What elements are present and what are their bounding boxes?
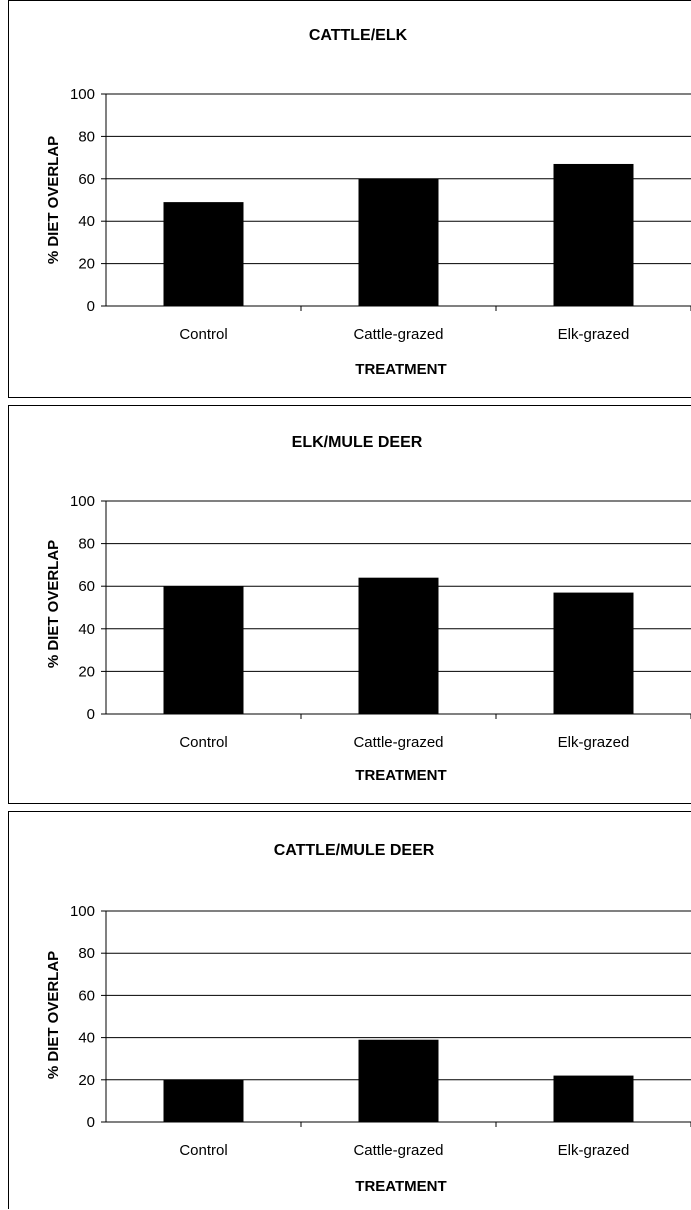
chart-title: ELK/MULE DEER <box>292 434 423 451</box>
y-tick-label: 60 <box>78 171 95 188</box>
y-tick-label: 40 <box>78 1030 95 1047</box>
y-tick-label: 80 <box>78 536 95 553</box>
x-tick-label: Cattle-grazed <box>353 1142 443 1159</box>
y-tick-label: 0 <box>87 1114 95 1131</box>
y-tick-label: 60 <box>78 987 95 1004</box>
y-axis-label: % DIET OVERLAP <box>45 540 62 668</box>
x-tick-label: Elk-grazed <box>558 1142 630 1159</box>
bar-control <box>163 202 244 306</box>
bar-cattle-grazed <box>358 178 439 306</box>
chart-panel-cattle-mule-deer: CATTLE/MULE DEER 0 20 40 60 80 100 Control Catt… <box>8 811 691 1209</box>
y-tick-label: 40 <box>78 213 95 230</box>
bar-elk-grazed <box>553 592 634 714</box>
bar-control <box>163 1079 244 1122</box>
y-tick-label: 0 <box>87 706 95 723</box>
y-tick-label: 80 <box>78 945 95 962</box>
x-tick-label: Elk-grazed <box>558 326 630 343</box>
chart-title: CATTLE/ELK <box>309 27 408 44</box>
bar-cattle-grazed <box>358 1039 439 1122</box>
bar-elk-grazed <box>553 1075 634 1122</box>
chart-title: CATTLE/MULE DEER <box>274 842 435 859</box>
y-tick-label: 100 <box>70 903 95 920</box>
x-tick-label: Elk-grazed <box>558 734 630 751</box>
x-tick-label: Cattle-grazed <box>353 734 443 751</box>
bar-elk-grazed <box>553 163 634 306</box>
y-tick-label: 60 <box>78 578 95 595</box>
chart-panel-elk-mule-deer: ELK/MULE DEER 0 20 40 60 80 100 Control Cattle-… <box>8 405 691 804</box>
y-tick-label: 20 <box>78 256 95 273</box>
x-tick-label: Cattle-grazed <box>353 326 443 343</box>
y-tick-label: 20 <box>78 1072 95 1089</box>
y-tick-label: 20 <box>78 663 95 680</box>
y-axis-label: % DIET OVERLAP <box>45 951 62 1079</box>
y-tick-label: 40 <box>78 621 95 638</box>
chart-elk-mule-deer: ELK/MULE DEER 0 20 40 60 80 100 Control Cattle-… <box>45 434 691 784</box>
x-tick-label: Control <box>179 734 227 751</box>
x-tick-label: Control <box>179 1142 227 1159</box>
x-axis-label: TREATMENT <box>355 767 446 784</box>
chart-cattle-mule-deer: CATTLE/MULE DEER 0 20 40 60 80 100 Control Catt… <box>45 842 691 1195</box>
chart-panel-cattle-elk: CATTLE/ELK 0 20 40 60 80 100 Control Cattle-gra… <box>8 0 691 398</box>
bar-control <box>163 586 244 714</box>
y-tick-label: 0 <box>87 298 95 315</box>
chart-cattle-elk: CATTLE/ELK 0 20 40 60 80 100 Control Cattle-gra… <box>45 27 691 378</box>
y-tick-label: 100 <box>70 493 95 510</box>
x-axis-label: TREATMENT <box>355 1178 446 1195</box>
y-tick-label: 80 <box>78 128 95 145</box>
x-tick-label: Control <box>179 326 227 343</box>
bar-cattle-grazed <box>358 577 439 714</box>
x-axis-label: TREATMENT <box>355 361 446 378</box>
y-tick-label: 100 <box>70 86 95 103</box>
y-axis-label: % DIET OVERLAP <box>45 136 62 264</box>
